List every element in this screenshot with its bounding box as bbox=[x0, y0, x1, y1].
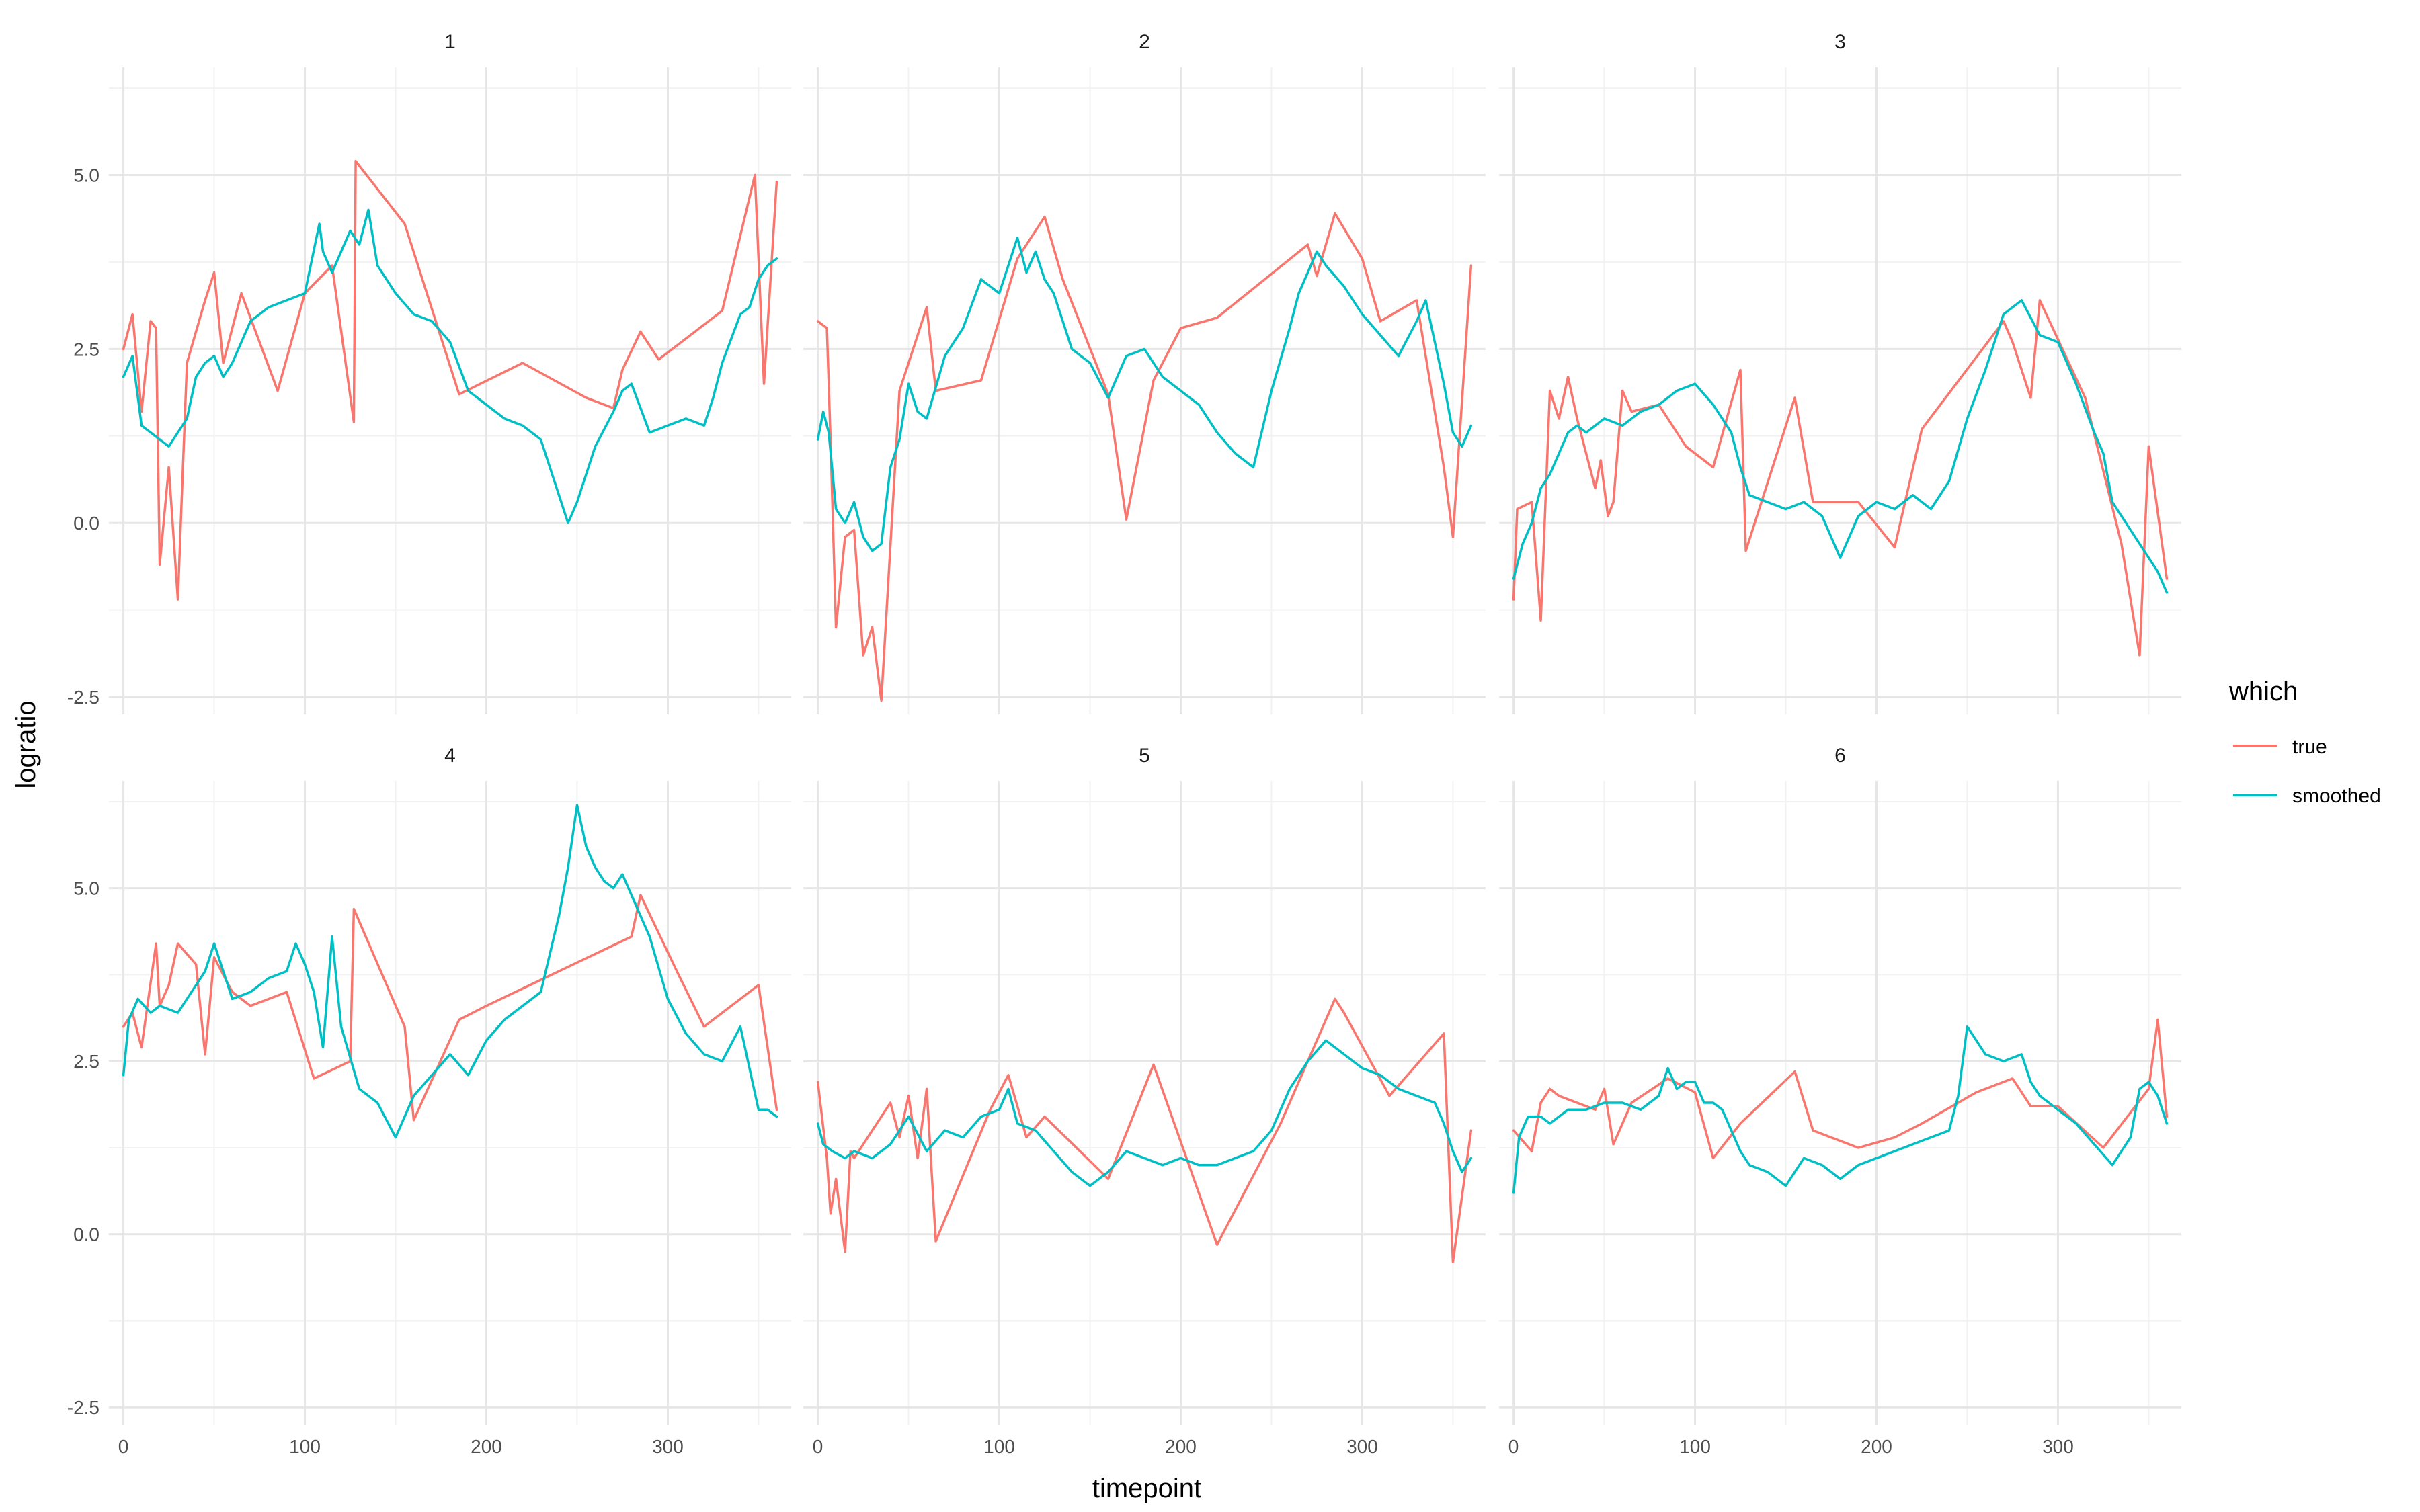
series-line-true bbox=[816, 212, 1473, 702]
y-tick-label: -2.5 bbox=[67, 1397, 99, 1418]
x-axis-title: timepoint bbox=[1092, 1474, 1201, 1503]
facet-panel-4: 4 bbox=[109, 745, 791, 1425]
facet-strip-label: 1 bbox=[444, 31, 456, 53]
series-line-smoothed bbox=[1512, 299, 2169, 594]
x-tick-label: 0 bbox=[1508, 1436, 1519, 1457]
facet-strip-label: 4 bbox=[444, 745, 456, 767]
series-line-true bbox=[1512, 299, 2169, 657]
x-tick-label: 200 bbox=[1861, 1436, 1892, 1457]
y-tick-label: 0.0 bbox=[73, 1224, 99, 1245]
y-tick-label: -2.5 bbox=[67, 687, 99, 708]
y-tick-label: 5.0 bbox=[73, 165, 99, 186]
facet-panel-5: 5 bbox=[803, 745, 1486, 1425]
facet-panel-2: 2 bbox=[803, 31, 1486, 714]
y-tick-label: 2.5 bbox=[73, 1051, 99, 1072]
facet-strip-label: 6 bbox=[1834, 745, 1846, 767]
x-tick-label: 100 bbox=[289, 1436, 321, 1457]
x-tick-label: 200 bbox=[1165, 1436, 1197, 1457]
y-axis-title: logratio bbox=[11, 700, 41, 788]
x-axis: 0 100 200 300 0 100 200 300 0 100 200 300 bbox=[118, 1436, 2074, 1457]
legend-title: which bbox=[2228, 677, 2298, 706]
series-line-smoothed bbox=[816, 1039, 1473, 1187]
x-tick-label: 300 bbox=[2042, 1436, 2074, 1457]
legend-label-smoothed: smoothed bbox=[2292, 785, 2381, 807]
series-line-smoothed bbox=[122, 804, 778, 1139]
series-line-smoothed bbox=[1512, 1025, 2169, 1194]
y-tick-label: 0.0 bbox=[73, 513, 99, 534]
series-line-true bbox=[1512, 1018, 2169, 1160]
x-tick-label: 200 bbox=[471, 1436, 502, 1457]
legend-label-true: true bbox=[2292, 736, 2327, 758]
y-axis: -2.5 0.0 2.5 5.0 -2.5 0.0 2.5 5.0 bbox=[67, 165, 99, 1419]
series-line-true bbox=[122, 160, 778, 601]
facet-panel-1: 1 bbox=[109, 31, 791, 714]
x-tick-label: 0 bbox=[118, 1436, 129, 1457]
x-tick-label: 300 bbox=[652, 1436, 684, 1457]
facet-panel-6: 6 bbox=[1499, 745, 2181, 1425]
facet-strip-label: 5 bbox=[1139, 745, 1150, 767]
y-tick-label: 5.0 bbox=[73, 878, 99, 899]
facet-panel-3: 3 bbox=[1499, 31, 2181, 714]
x-tick-label: 300 bbox=[1346, 1436, 1378, 1457]
x-tick-label: 100 bbox=[983, 1436, 1015, 1457]
y-tick-label: 2.5 bbox=[73, 339, 99, 360]
series-line-true bbox=[816, 997, 1473, 1263]
series-line-smoothed bbox=[816, 236, 1473, 552]
legend: which true smoothed bbox=[2228, 677, 2381, 807]
series-line-true bbox=[122, 894, 778, 1122]
facet-strip-label: 3 bbox=[1834, 31, 1846, 53]
x-tick-label: 100 bbox=[1679, 1436, 1711, 1457]
facet-panels: 1 2 3 4 5 6 bbox=[109, 31, 2181, 1425]
x-tick-label: 0 bbox=[813, 1436, 823, 1457]
series-line-smoothed bbox=[122, 208, 778, 524]
facet-strip-label: 2 bbox=[1139, 31, 1150, 53]
